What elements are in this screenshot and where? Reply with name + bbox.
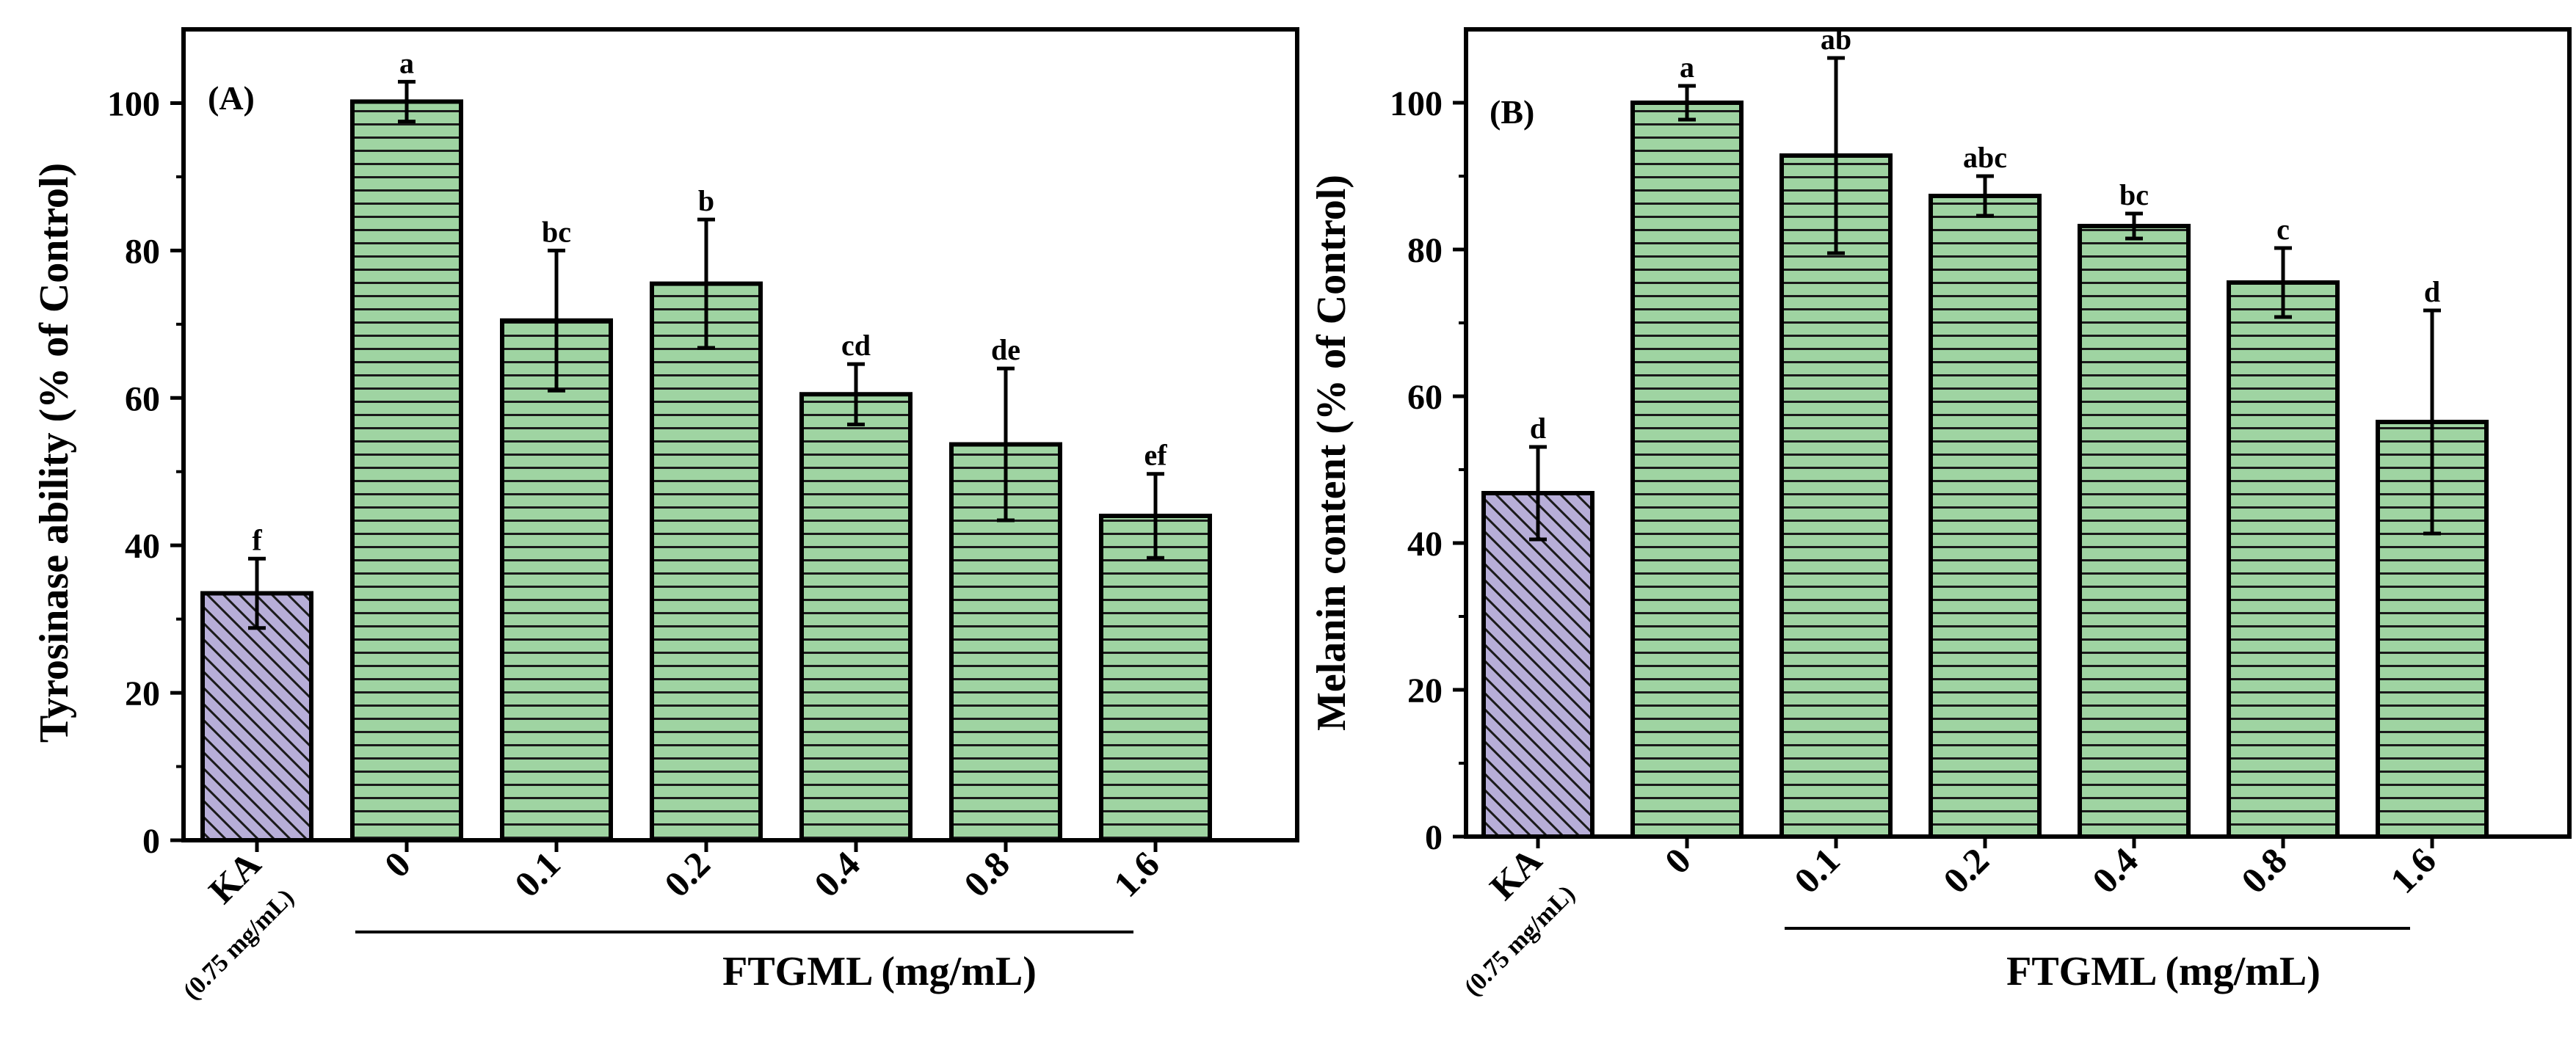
- panel-b-y-tick-label: 20: [1407, 671, 1443, 710]
- panel-b-y-tick-label: 100: [1390, 84, 1443, 123]
- panel-b-x-axis-title: FTGML (mg/mL): [2006, 949, 2321, 994]
- panel-a: (A) Tyrosinase ability (% of Control) FT…: [32, 27, 1299, 1005]
- panel-a-significance-7: ef: [1144, 439, 1167, 472]
- panel-b-bar-1: [1481, 491, 1594, 839]
- panel-a-significance-1: f: [252, 523, 262, 556]
- panel-a-bar-5: [799, 392, 913, 842]
- panel-a-y-tick-label: 80: [125, 232, 160, 271]
- panel-b-y-tick-label: 0: [1425, 818, 1443, 857]
- panel-a-bar-4: [650, 281, 763, 842]
- panel-b-significance-2: a: [1680, 51, 1694, 84]
- panel-b-significance-3: ab: [1821, 23, 1851, 56]
- panel-b-bar-6: [2227, 280, 2340, 839]
- panel-a-bar-3: [500, 318, 613, 842]
- panel-a-significance-5: cd: [841, 329, 871, 362]
- panel-b-x-tick-label-5: 0.4: [2084, 840, 2146, 901]
- panel-a-x-tick-label-7: 1.6: [1106, 843, 1167, 905]
- panel-a-bar-2: [350, 99, 463, 843]
- panel-b-significance-4: abc: [1963, 141, 2007, 174]
- panel-a-bar-1: [200, 591, 313, 843]
- panel-b-y-tick-label: 80: [1407, 231, 1443, 270]
- panel-b-significance-1: d: [1530, 412, 1546, 445]
- panel-a-y-tick-label: 40: [125, 527, 160, 566]
- panel-a-significance-2: a: [399, 46, 414, 79]
- panel-a-y-tick-label: 60: [125, 379, 160, 418]
- panel-a-x-tick-label-6: 0.8: [956, 843, 1017, 905]
- panel-b-bar-3: [1779, 153, 1893, 839]
- panel-b-x-tick-label-6: 0.8: [2233, 840, 2295, 901]
- panel-a-x-tick-label-1: KA: [200, 843, 269, 911]
- panel-b-x-tick-label-7: 1.6: [2382, 840, 2444, 901]
- panel-a-label: (A): [208, 79, 255, 117]
- panel-a-x-tick-label-5: 0.4: [806, 843, 868, 905]
- panel-a-y-tick-label: 100: [107, 84, 160, 123]
- panel-b-bar-5: [2078, 224, 2191, 839]
- panel-b-y-tick-label: 40: [1407, 525, 1443, 564]
- panel-b-y-axis-title: Melanin content (% of Control): [1309, 175, 1354, 731]
- panel-b: (B) Melanin content (% of Control) FTGML…: [1309, 23, 2572, 1002]
- panel-b-bar-4: [1929, 194, 2042, 839]
- panel-a-bar-7: [1099, 514, 1212, 842]
- panel-a-significance-6: de: [991, 333, 1020, 366]
- panel-b-significance-5: bc: [2119, 178, 2149, 211]
- panel-a-significance-4: b: [698, 184, 714, 217]
- panel-b-bar-2: [1630, 101, 1744, 839]
- panel-b-x-tick-label-3: 0.1: [1786, 840, 1848, 901]
- panel-b-x-tick-label-1: KA: [1481, 840, 1550, 908]
- panel-b-x-tick-label-2: 0: [1657, 840, 1699, 881]
- panel-a-x-tick-label-3: 0.1: [507, 843, 568, 905]
- panel-a-x-axis-title: FTGML (mg/mL): [722, 949, 1037, 994]
- panel-b-significance-6: c: [2276, 213, 2290, 246]
- panel-b-y-tick-label: 60: [1407, 378, 1443, 417]
- panel-a-x-tick-label-2: 0: [377, 843, 418, 885]
- panel-b-significance-7: d: [2424, 275, 2440, 308]
- panel-a-y-tick-label: 20: [125, 674, 160, 713]
- panel-a-y-axis-title: Tyrosinase ability (% of Control): [32, 163, 77, 743]
- panel-a-x-tick-label-4: 0.2: [656, 843, 718, 905]
- panel-a-significance-3: bc: [542, 215, 571, 248]
- panel-b-label: (B): [1490, 93, 1534, 131]
- panel-a-y-tick-label: 0: [142, 822, 160, 861]
- panel-b-x-tick-label-4: 0.2: [1935, 840, 1997, 901]
